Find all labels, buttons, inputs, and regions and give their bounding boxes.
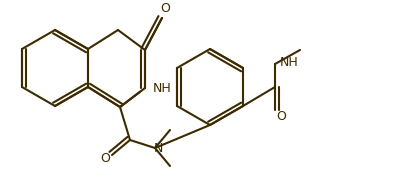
Text: NH: NH: [153, 81, 172, 94]
Text: O: O: [160, 2, 170, 15]
Text: N: N: [153, 142, 163, 154]
Text: NH: NH: [280, 56, 299, 68]
Text: O: O: [276, 109, 286, 122]
Text: O: O: [100, 152, 110, 164]
